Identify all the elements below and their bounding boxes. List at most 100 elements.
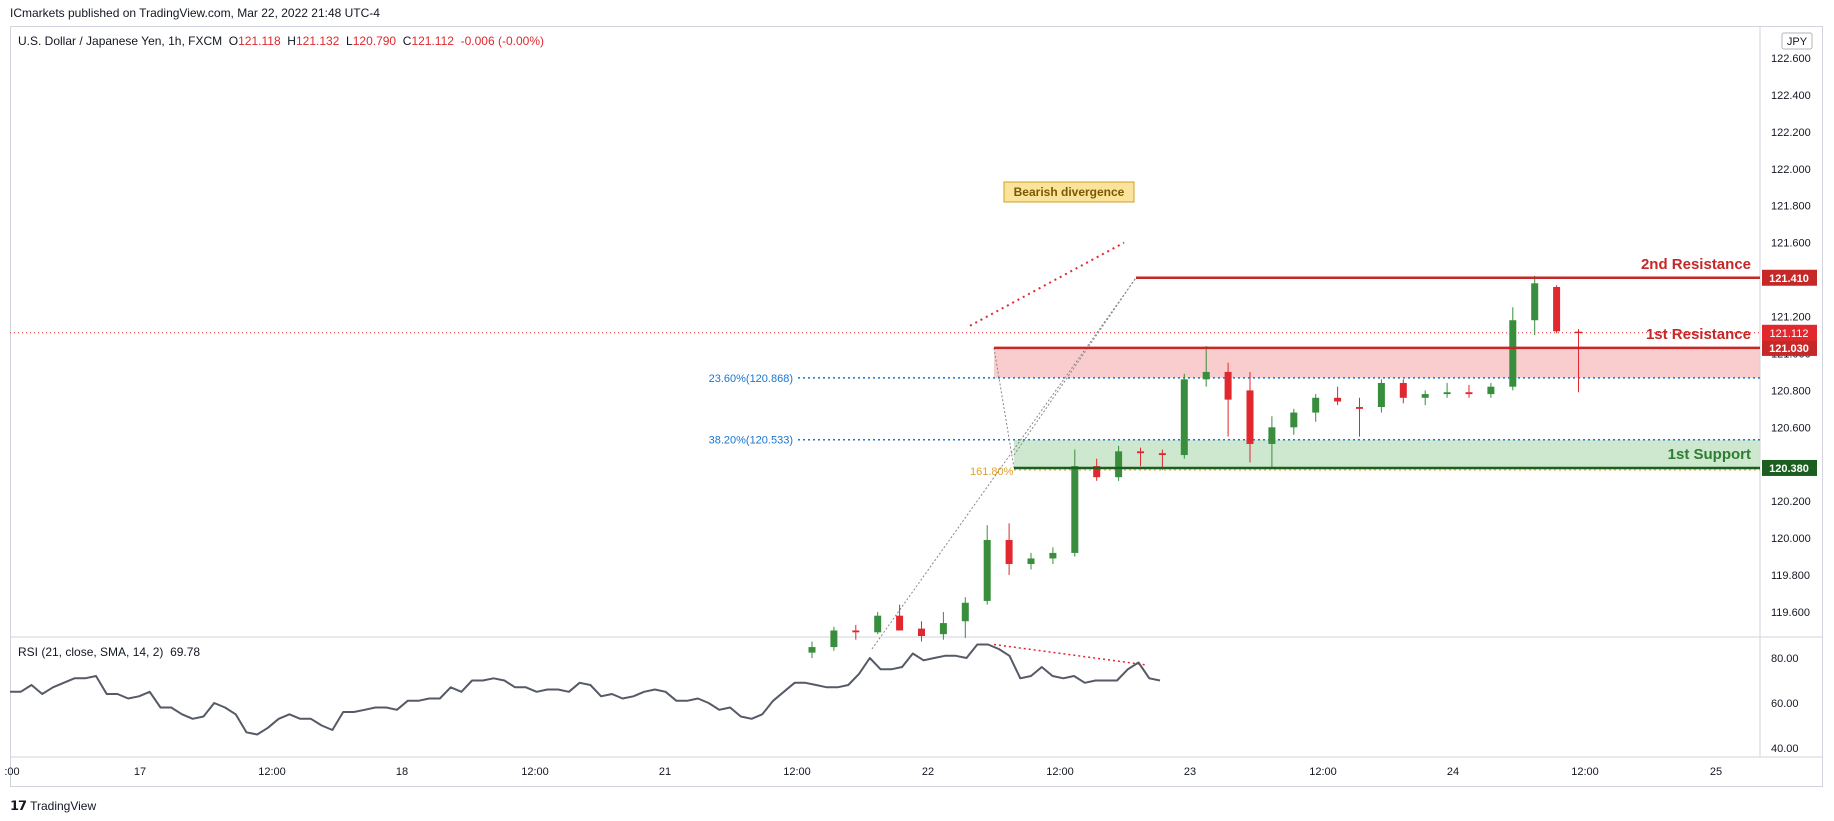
last-price-tag (1762, 324, 1817, 341)
open-label: O (228, 34, 239, 48)
y-tick-label: 121.200 (1771, 312, 1811, 324)
candle-body (1290, 412, 1298, 428)
divergence-price-line (969, 241, 1125, 327)
y-tick-label: 121.600 (1771, 238, 1811, 250)
fib-retrace-line (993, 347, 1015, 469)
fib-38-label: 38.20%(120.533) (709, 435, 793, 447)
candle-body (1093, 466, 1101, 478)
rsi-label: RSI (21, close, SMA, 14, 2) (18, 645, 164, 659)
y-tick-label: 119.600 (1771, 607, 1810, 619)
candle-body (1268, 427, 1276, 444)
brand-label: TradingView (30, 799, 97, 813)
candle-body (1334, 397, 1342, 402)
candle-body (874, 615, 882, 633)
level-tag-label: 121.410 (1769, 273, 1809, 285)
x-tick-label: 22 (922, 766, 934, 778)
currency-box (1781, 32, 1813, 50)
rsi-value: 69.78 (170, 645, 201, 659)
x-tick-label: 12:00 (258, 766, 286, 778)
annotation-box (1003, 181, 1135, 203)
candle-body (1202, 371, 1210, 380)
y-tick-label: 122.000 (1771, 164, 1811, 176)
x-tick-label: :00 (4, 766, 19, 778)
candle-body (1115, 451, 1123, 478)
candle-body (961, 602, 969, 622)
y-tick-label: 120.000 (1771, 533, 1811, 545)
level-label: 2nd Resistance (1641, 256, 1751, 273)
level-tag (1762, 339, 1817, 356)
candle-body (1531, 283, 1539, 321)
y-tick-label: 122.200 (1771, 127, 1811, 139)
candle-body (1575, 331, 1582, 334)
candle-body (1421, 394, 1429, 398)
y-tick-label: 119.800 (1771, 570, 1810, 582)
x-tick-label: 12:00 (783, 766, 811, 778)
candle-body (1399, 383, 1407, 398)
level-tag (1762, 269, 1817, 286)
high-value: 121.132 (295, 34, 340, 48)
x-tick-label: 12:00 (1309, 766, 1337, 778)
rsi-tick-label: 80.00 (1771, 653, 1799, 665)
x-tick-label: 25 (1710, 766, 1722, 778)
y-tick-label: 122.400 (1771, 90, 1811, 102)
candle-body (1180, 379, 1188, 456)
level-label: 1st Support (1668, 446, 1751, 463)
candle-body (1553, 286, 1561, 332)
candle-body (896, 615, 904, 631)
x-tick-label: 12:00 (521, 766, 549, 778)
low-value: 120.790 (352, 34, 397, 48)
candle-body (830, 630, 838, 648)
open-value: 121.118 (238, 34, 281, 48)
price-legend: U.S. Dollar / Japanese Yen, 1h, FXCM O12… (18, 34, 544, 48)
candle-body (1465, 392, 1473, 395)
chart-frame (10, 26, 1823, 787)
low-label: L (346, 34, 353, 48)
candle-body (1137, 451, 1144, 454)
candle-body (1356, 407, 1363, 409)
close-value: 121.112 (411, 34, 454, 48)
tradingview-logo-icon: 𝟭𝟳 (10, 798, 27, 813)
candle-body (1158, 453, 1166, 456)
price-chart[interactable]: JPY 122.600 122.400 122.200 122.000 121.800 12… (0, 0, 1834, 790)
y-tick-label: 121.800 (1771, 201, 1811, 213)
annotation-label: Bearish divergence (1014, 185, 1125, 199)
x-tick-label: 12:00 (1046, 766, 1074, 778)
change-value: -0.006 (-0.00%) (460, 34, 544, 48)
candle-body (1005, 539, 1013, 564)
candle-body (1487, 386, 1495, 395)
close-label: C (402, 34, 412, 48)
candle-body (1071, 466, 1079, 553)
candle-body (1312, 397, 1320, 413)
high-label: H (287, 34, 296, 48)
last-price-tag-label: 121.112 (1770, 328, 1809, 340)
candle-body (808, 647, 816, 653)
candle-body (1377, 383, 1385, 408)
x-tick-label: 24 (1447, 766, 1459, 778)
candle-body (1246, 390, 1254, 444)
x-tick-label: 12:00 (1571, 766, 1599, 778)
currency-label: JPY (1787, 36, 1808, 48)
x-tick-label: 21 (659, 766, 671, 778)
x-tick-label: 23 (1184, 766, 1196, 778)
candle-body (1509, 320, 1517, 387)
candle-body (1027, 558, 1035, 564)
support-zone (1014, 439, 1760, 468)
rsi-legend: RSI (21, close, SMA, 14, 2) 69.78 (18, 645, 200, 659)
rsi-line (10, 643, 1161, 736)
x-tick-label: 18 (396, 766, 408, 778)
candle-body (918, 628, 925, 637)
symbol-label: U.S. Dollar / Japanese Yen, 1h, FXCM (18, 34, 223, 48)
x-tick-label: 17 (134, 766, 146, 778)
candle-body (1049, 552, 1057, 559)
publisher-line: ICmarkets published on TradingView.com, … (10, 6, 380, 20)
y-tick-label: 122.600 (1771, 53, 1811, 65)
y-tick-label: 120.600 (1771, 422, 1811, 434)
footer-brand: 𝟭𝟳 TradingView (10, 798, 96, 814)
fib-23-label: 23.60%(120.868) (709, 373, 793, 385)
level-tag (1762, 459, 1817, 476)
level-tag-label: 120.380 (1769, 463, 1809, 475)
candle-body (1443, 392, 1451, 395)
divergence-rsi-line (993, 643, 1146, 666)
rsi-tick-label: 60.00 (1771, 698, 1799, 710)
y-tick-label: 120.800 (1771, 385, 1811, 397)
